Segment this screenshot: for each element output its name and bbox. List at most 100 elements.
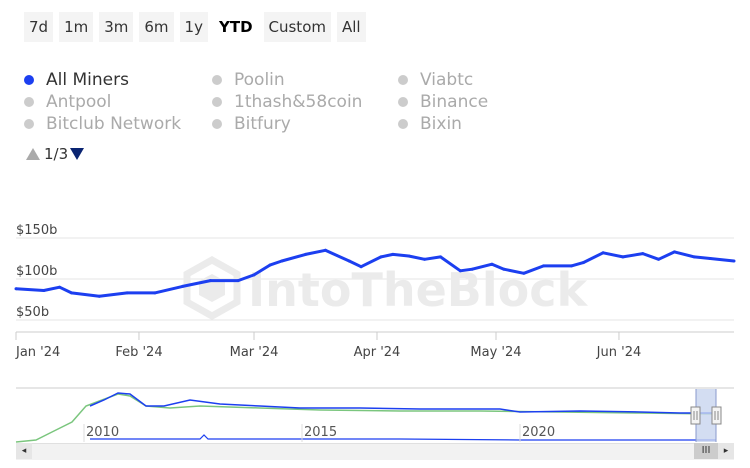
data-point: [236, 279, 240, 283]
scrollbar-right-arrow-icon[interactable]: ▸: [718, 443, 734, 459]
watermark-text: IntoTheBlock: [248, 263, 588, 317]
legend-label: Antpool: [46, 92, 112, 112]
pager-down-icon[interactable]: [70, 148, 85, 160]
range-1y-button[interactable]: 1y: [179, 12, 208, 42]
legend-label: Bixin: [420, 114, 462, 134]
data-point: [708, 257, 712, 260]
navigator-left-handle[interactable]: [690, 406, 701, 425]
data-point: [490, 262, 494, 266]
navigator-blue-line: [89, 392, 716, 414]
data-point: [252, 273, 256, 277]
navigator-year-label: 2015: [304, 425, 337, 440]
navigator-year-label: 2020: [522, 425, 555, 440]
data-point: [181, 284, 185, 288]
data-point: [391, 252, 395, 256]
data-point: [657, 257, 661, 261]
legend-pager: 1/3: [26, 145, 85, 163]
data-point: [581, 261, 585, 265]
navigator: 2010 2015 2020: [15, 387, 734, 443]
legend-item-bixin[interactable]: Bixin: [398, 114, 462, 134]
legend-item-all-miners[interactable]: All Miners: [24, 70, 129, 90]
data-point: [601, 251, 605, 255]
navigator-bottom-line: [90, 434, 716, 441]
data-point: [522, 271, 526, 275]
legend-item-antpool[interactable]: Antpool: [24, 92, 111, 112]
data-point: [641, 252, 645, 256]
legend-dot-icon: [398, 75, 408, 85]
data-point: [621, 255, 625, 259]
legend-item-binance[interactable]: Binance: [398, 92, 488, 112]
legend-item-poolin[interactable]: Poolin: [212, 70, 285, 90]
pager-text: 1/3: [44, 145, 69, 163]
scrollbar-track[interactable]: [16, 443, 734, 460]
range-selector: 7d 1m 3m 6m 1y YTD Custom All: [24, 12, 366, 42]
data-point: [42, 289, 46, 292]
navigator-year-label: 2010: [86, 425, 119, 440]
data-point: [14, 287, 18, 291]
y-tick-label: $100b: [16, 264, 57, 279]
data-point: [470, 267, 474, 271]
x-tick-label: Jan '24: [15, 345, 60, 360]
data-point: [569, 264, 573, 268]
data-point: [347, 259, 351, 263]
legend-label: Viabtc: [420, 70, 474, 90]
data-point: [58, 285, 62, 289]
pager-up-icon[interactable]: [26, 148, 40, 160]
data-point: [70, 291, 73, 295]
data-point: [458, 269, 462, 273]
range-1m-button[interactable]: 1m: [59, 12, 94, 42]
x-tick-label: May '24: [470, 345, 521, 360]
range-ytd-button[interactable]: YTD: [213, 12, 258, 42]
legend-dot-icon: [212, 97, 222, 107]
x-tick-label: Feb '24: [115, 345, 162, 360]
data-point: [439, 255, 442, 259]
data-point: [379, 255, 383, 259]
range-7d-button[interactable]: 7d: [24, 12, 54, 42]
legend-dot-icon: [24, 97, 34, 107]
legend-label: Bitfury: [234, 114, 291, 134]
scrollbar-thumb[interactable]: III: [694, 443, 718, 459]
legend-dot-icon: [212, 75, 222, 85]
range-custom-button[interactable]: Custom: [263, 12, 331, 42]
legend-label: Binance: [420, 92, 489, 112]
data-point: [153, 291, 157, 295]
legend-dot-icon: [24, 119, 34, 129]
x-tick-label: Jun '24: [596, 345, 642, 360]
legend-item-bitclub-network[interactable]: Bitclub Network: [24, 114, 181, 134]
legend-label: Bitclub Network: [46, 114, 182, 134]
x-tick-label: Apr '24: [354, 345, 401, 360]
main-chart: IntoTheBlock $50b $100b $150b Jan '24 Feb '…: [14, 223, 736, 443]
data-point: [304, 252, 308, 256]
data-point: [407, 254, 411, 258]
scrollbar-left-arrow-icon[interactable]: ◂: [16, 443, 32, 459]
data-point: [323, 248, 327, 252]
data-point: [692, 255, 696, 259]
x-tick-label: Mar '24: [230, 345, 279, 360]
data-point: [280, 259, 284, 263]
legend-item-bitfury[interactable]: Bitfury: [212, 114, 291, 134]
data-point: [359, 265, 363, 269]
range-3m-button[interactable]: 3m: [99, 12, 134, 42]
data-point: [423, 257, 427, 261]
range-6m-button[interactable]: 6m: [139, 12, 174, 42]
y-tick-label: $150b: [16, 223, 57, 238]
data-point: [97, 294, 101, 298]
watermark-logo-icon: [183, 255, 241, 321]
data-point: [125, 291, 129, 295]
series-line-all-miners: [15, 248, 735, 298]
data-point: [502, 267, 506, 271]
chart-legend: All Miners Poolin Viabtc Antpool 1thash&…: [24, 70, 524, 138]
legend-item-1thash-58coin[interactable]: 1thash&58coin: [212, 92, 362, 112]
legend-label: Poolin: [234, 70, 285, 90]
legend-item-viabtc[interactable]: Viabtc: [398, 70, 473, 90]
watermark-logo-inner-icon: [199, 274, 225, 302]
data-point: [268, 263, 272, 267]
navigator-selected-range[interactable]: [696, 389, 716, 442]
watermark: IntoTheBlock: [183, 255, 588, 321]
navigator-right-handle[interactable]: [711, 406, 722, 425]
y-tick-label: $50b: [16, 305, 49, 320]
data-point: [208, 279, 212, 283]
legend-dot-icon: [24, 75, 34, 85]
data-point: [542, 264, 546, 268]
range-all-button[interactable]: All: [336, 12, 366, 42]
